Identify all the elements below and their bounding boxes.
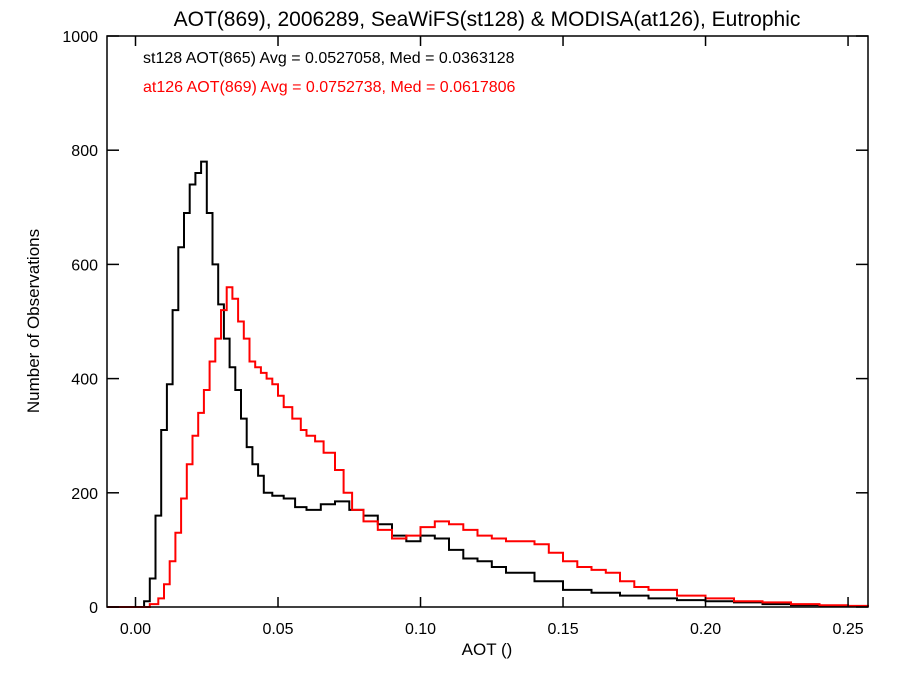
plot-frame xyxy=(106,35,869,608)
y-tick-label: 0 xyxy=(89,600,98,617)
annotation-at126-stats: at126 AOT(869) Avg = 0.0752738, Med = 0.… xyxy=(143,79,516,96)
x-tick-label: 0.15 xyxy=(547,621,578,638)
chart-title: AOT(869), 2006289, SeaWiFS(st128) & MODI… xyxy=(174,8,801,31)
x-axis: 0.00 0.05 0.10 0.15 0.20 0.25 xyxy=(120,36,864,638)
x-tick-label: 0.10 xyxy=(405,621,436,638)
series-line-0 xyxy=(107,160,869,608)
x-tick-label: 0.05 xyxy=(262,621,293,638)
x-tick-label: 0.25 xyxy=(832,621,863,638)
x-tick-label: 0.00 xyxy=(120,621,151,638)
x-axis-label: AOT () xyxy=(462,640,513,659)
y-tick-label: 400 xyxy=(71,372,98,389)
plot-area xyxy=(107,160,869,608)
y-tick-label: 800 xyxy=(71,143,98,160)
annotation-st128-stats: st128 AOT(865) Avg = 0.0527058, Med = 0.… xyxy=(143,50,515,67)
series-line-1 xyxy=(107,286,869,608)
y-tick-label: 1000 xyxy=(62,29,98,46)
y-tick-label: 200 xyxy=(71,486,98,503)
y-tick-label: 600 xyxy=(71,257,98,274)
x-tick-label: 0.20 xyxy=(690,621,721,638)
y-axis: 0 200 400 600 800 1000 xyxy=(62,29,868,617)
y-axis-label: Number of Observations xyxy=(24,229,43,413)
